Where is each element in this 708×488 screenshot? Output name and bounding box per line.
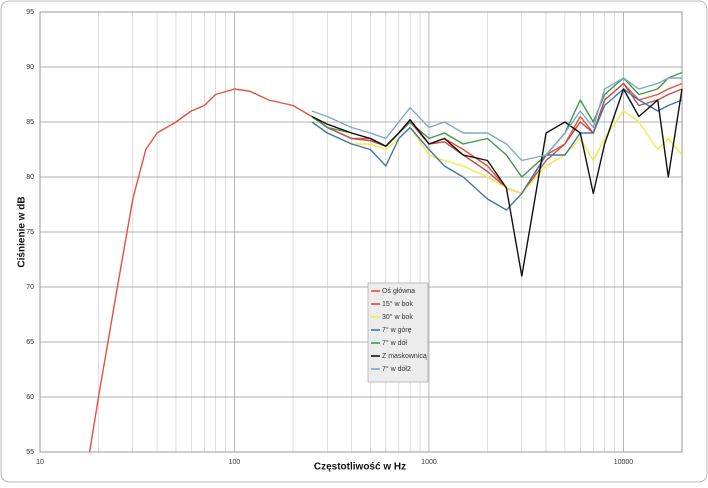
x-axis-label: Częstotliwość w Hz — [314, 462, 406, 473]
series-line — [311, 77, 682, 162]
series-line — [311, 88, 683, 277]
legend-label: 7° w dół2 — [382, 365, 411, 373]
y-tick-label: 85 — [26, 119, 34, 126]
legend-label: 7° w górę — [382, 326, 412, 334]
legend: Oś główna 15° w bok 30° w bok 7° w górę 7° w… — [367, 282, 429, 383]
legend-label: Z maskownicą — [382, 353, 427, 360]
x-tick-label: 10 — [36, 459, 44, 466]
legend-label: Oś główna — [382, 288, 415, 295]
y-tick-label: 70 — [26, 284, 34, 291]
x-tick-label: 1000 — [421, 459, 437, 466]
y-axis-label: Ciśnienie w dB — [17, 196, 28, 267]
series-line — [311, 88, 683, 211]
y-tick-label: 75 — [26, 229, 34, 236]
plot-frame — [39, 11, 683, 453]
x-tick-label: 100 — [229, 459, 241, 466]
legend-box — [367, 282, 429, 383]
y-tick-label: 60 — [26, 394, 34, 401]
y-tick-label: 65 — [26, 339, 34, 346]
legend-label: 30° w bok — [382, 313, 413, 321]
legend-label: 7° w dół — [382, 339, 407, 347]
lines — [88, 71, 683, 453]
legend-label: 15° w bok — [382, 300, 413, 308]
y-tick-label: 95 — [26, 9, 34, 16]
y-tick-label: 90 — [26, 64, 34, 71]
x-tick-label: 10000 — [614, 459, 634, 466]
y-tick-label: 55 — [26, 449, 34, 456]
y-tick-label: 80 — [26, 174, 34, 181]
